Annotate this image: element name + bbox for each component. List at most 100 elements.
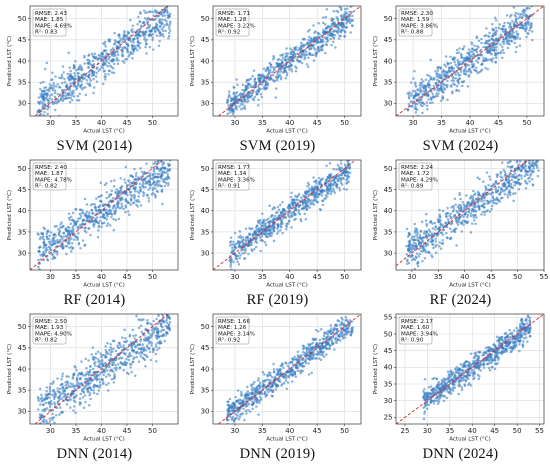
scatter-point <box>80 80 83 83</box>
scatter-point <box>114 190 117 194</box>
scatter-points <box>406 6 534 116</box>
scatter-point <box>272 54 275 58</box>
scatter-point <box>513 23 516 26</box>
scatter-point <box>476 61 480 64</box>
scatter-point <box>232 86 236 90</box>
scatter-point <box>274 65 277 69</box>
scatter-point <box>525 7 529 10</box>
y-tick-label: 40 <box>201 207 210 215</box>
scatter-point <box>296 48 300 52</box>
scatter-point <box>92 62 96 66</box>
y-tick-label: 45 <box>18 344 27 352</box>
scatter-point <box>421 80 425 83</box>
scatter-point <box>489 46 493 50</box>
scatter-point <box>306 65 310 69</box>
scatter-point <box>122 344 125 347</box>
scatter-point <box>78 92 81 95</box>
scatter-point <box>234 99 238 102</box>
scatter-point <box>40 274 43 277</box>
scatter-point <box>59 406 62 410</box>
scatter-point <box>409 243 412 246</box>
scatter-point <box>277 214 280 218</box>
scatter-point <box>152 48 155 51</box>
scatter-point <box>62 97 65 101</box>
scatter-point <box>73 77 76 80</box>
scatter-point <box>267 228 271 231</box>
scatter-point <box>529 26 533 29</box>
scatter-point <box>509 169 513 173</box>
scatter-point <box>275 87 278 90</box>
scatter-point <box>407 103 411 106</box>
scatter-point <box>120 196 124 199</box>
scatter-point <box>61 99 65 103</box>
scatter-point <box>94 75 98 78</box>
scatter-point <box>94 364 97 367</box>
scatter-point <box>77 217 80 220</box>
scatter-point <box>283 58 286 62</box>
scatter-point <box>102 82 105 86</box>
scatter-point <box>48 387 52 390</box>
scatter-point <box>290 191 293 194</box>
scatter-point <box>111 207 115 210</box>
scatter-point <box>120 202 123 206</box>
scatter-point <box>465 203 469 207</box>
scatter-point <box>161 14 165 17</box>
scatter-point <box>458 209 461 213</box>
scatter-points <box>225 6 354 116</box>
scatter-point <box>289 56 293 59</box>
scatter-point <box>407 248 410 251</box>
scatter-point <box>494 16 497 19</box>
scatter-point <box>517 163 521 166</box>
scatter-point <box>266 66 269 69</box>
y-tick-label: 40 <box>18 57 27 65</box>
scatter-point <box>103 49 106 53</box>
scatter-point <box>70 242 74 245</box>
scatter-point <box>142 318 145 321</box>
scatter-point <box>148 29 151 33</box>
scatter-point <box>289 50 293 54</box>
x-tick-label: 35 <box>71 427 80 435</box>
scatter-point <box>456 223 460 226</box>
scatter-point <box>430 234 433 237</box>
scatter-point <box>486 209 489 212</box>
scatter-point <box>530 169 534 172</box>
scatter-point <box>420 101 423 105</box>
scatter-point <box>165 160 168 161</box>
scatter-point <box>426 243 430 246</box>
scatter-point <box>111 52 114 56</box>
scatter-point <box>242 242 245 245</box>
y-tick-label: 30 <box>384 249 393 257</box>
scatter-point <box>275 78 279 82</box>
scatter-point <box>419 246 423 250</box>
scatter-point <box>260 95 264 99</box>
scatter-point <box>53 108 57 112</box>
scatter-point <box>296 198 299 202</box>
scatter-point <box>276 210 279 214</box>
scatter-point <box>506 46 510 50</box>
metrics-box-frame <box>215 8 250 37</box>
scatter-point <box>163 184 167 188</box>
scatter-point <box>99 371 102 375</box>
metric-text: RMSE: 1.71 <box>218 11 250 17</box>
scatter-point <box>464 219 467 223</box>
scatter-point <box>118 366 122 369</box>
scatter-point <box>425 212 428 216</box>
scatter-point <box>306 30 310 33</box>
scatter-point <box>421 111 424 115</box>
scatter-point <box>158 25 161 28</box>
scatter-point <box>342 13 346 16</box>
scatter-point <box>458 77 462 80</box>
scatter-point <box>119 186 122 190</box>
y-tick-label: 50 <box>384 165 393 173</box>
metric-text: MAPE: 3.36% <box>218 177 255 183</box>
y-tick-label: 50 <box>201 165 210 173</box>
scatter-point <box>338 167 342 171</box>
scatter-point <box>478 71 481 74</box>
scatter-point <box>251 85 255 89</box>
scatter-point <box>277 230 280 233</box>
scatter-point <box>42 226 45 229</box>
scatter-point <box>37 118 40 121</box>
scatter-point <box>436 94 439 98</box>
scatter-point <box>300 56 303 59</box>
